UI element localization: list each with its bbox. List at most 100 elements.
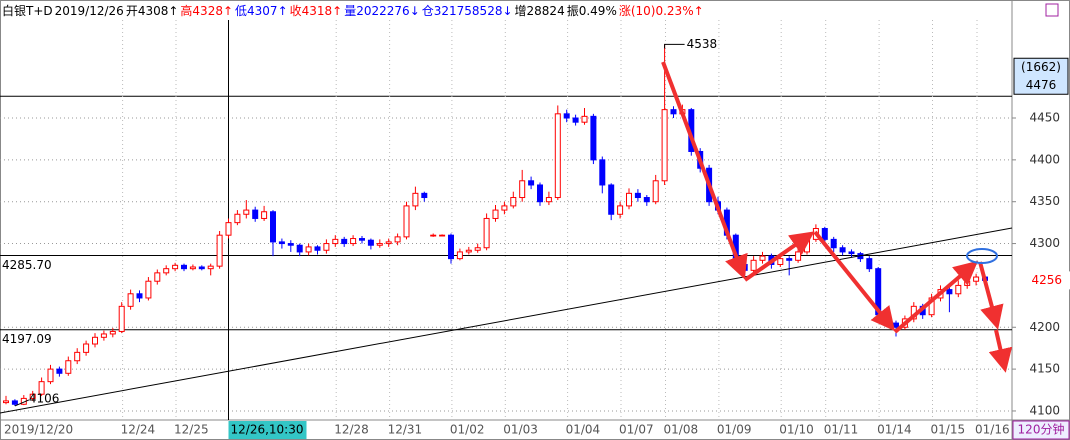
candle-body bbox=[341, 238, 348, 245]
candle-body bbox=[127, 293, 134, 307]
candle-body bbox=[519, 180, 526, 199]
candle-body bbox=[56, 368, 63, 374]
x-tick-label: 01/11 bbox=[824, 423, 859, 437]
candle-body bbox=[928, 297, 935, 316]
arrows bbox=[661, 61, 1013, 373]
x-tick-label: 01/14 bbox=[877, 423, 912, 437]
candle-body bbox=[474, 247, 481, 251]
period-label: 120分钟 bbox=[1018, 422, 1065, 437]
candle-body bbox=[29, 393, 36, 399]
x-tick-label: 2019/12/20 bbox=[4, 423, 73, 437]
header-item: 涨(10)0.23%↑ bbox=[618, 4, 704, 18]
header-item: 2019/12/26 bbox=[54, 4, 124, 18]
candle-body bbox=[554, 113, 561, 199]
x-tick-label: 01/07 bbox=[619, 423, 654, 437]
candle-body bbox=[581, 115, 588, 123]
y-tick-label: 4200 bbox=[1029, 320, 1060, 334]
candle-body bbox=[145, 280, 152, 299]
candle-body bbox=[65, 360, 72, 374]
candle-body bbox=[830, 238, 837, 249]
reference-box bbox=[1013, 57, 1069, 95]
candle-body bbox=[100, 333, 107, 338]
candle-body bbox=[359, 238, 365, 241]
candle-body bbox=[839, 247, 846, 253]
candle-body bbox=[795, 251, 802, 261]
x-tick-label: 01/08 bbox=[664, 423, 699, 437]
candle-body bbox=[537, 184, 543, 203]
header: 白银T+D 2019/12/26 开4308↑ 高4328↑ 低4307↑ 收4318↑ 量… bbox=[2, 2, 706, 19]
candle-body bbox=[973, 276, 980, 282]
candle-body bbox=[11, 400, 18, 405]
candle-body bbox=[465, 249, 472, 253]
candle-body bbox=[608, 184, 615, 215]
candle-body bbox=[172, 264, 179, 270]
header-item: 低4307↑ bbox=[235, 4, 288, 18]
header-item: 仓321758528↓ bbox=[421, 4, 513, 18]
candle-body bbox=[599, 159, 606, 186]
candle-body bbox=[750, 259, 757, 271]
x-tick-label: 12/24 bbox=[121, 423, 156, 437]
window-icon[interactable] bbox=[1045, 3, 1059, 17]
high-label: 4538 bbox=[687, 37, 718, 51]
candle-body bbox=[421, 192, 428, 199]
period-box bbox=[1012, 420, 1070, 440]
x-tick-label: 01/10 bbox=[779, 423, 814, 437]
candle-body bbox=[893, 322, 899, 328]
trend-line bbox=[0, 227, 1013, 414]
last-price-box bbox=[1022, 271, 1070, 290]
candle-body bbox=[287, 243, 294, 246]
low-label: 4106 bbox=[29, 391, 60, 405]
x-tick-label: 01/16 bbox=[975, 423, 1010, 437]
candle-body bbox=[643, 197, 650, 203]
candle-body bbox=[3, 400, 9, 404]
y-tick-label: 4300 bbox=[1029, 236, 1060, 250]
drawn-line-label: 4197.09 bbox=[2, 332, 52, 346]
candle-body bbox=[448, 234, 454, 260]
candle-body bbox=[572, 117, 579, 123]
x-tick-label: 01/02 bbox=[450, 423, 485, 437]
header-item: 收4318↑ bbox=[289, 4, 343, 18]
candle-body bbox=[118, 305, 125, 332]
candle-body bbox=[483, 217, 490, 249]
candle-body bbox=[332, 238, 339, 245]
candle-body bbox=[83, 343, 90, 353]
candle-body bbox=[955, 284, 962, 295]
x-tick-label: 12/25 bbox=[174, 423, 209, 437]
x-tick-label: 12/28 bbox=[334, 423, 369, 437]
x-tick-label: 01/04 bbox=[566, 423, 601, 437]
candle-body bbox=[47, 368, 54, 383]
candle-body bbox=[278, 241, 285, 245]
candle-body bbox=[439, 234, 446, 237]
candle-body bbox=[634, 192, 641, 199]
candle-body bbox=[225, 222, 232, 236]
last-price-label: 4256 bbox=[1031, 273, 1062, 287]
candle-body bbox=[323, 243, 330, 251]
candle-body bbox=[74, 351, 81, 362]
candle-body bbox=[403, 205, 410, 238]
y-tick-label: 4350 bbox=[1029, 194, 1060, 208]
candle-body bbox=[376, 243, 383, 246]
candle-body bbox=[848, 251, 855, 255]
candle-body bbox=[181, 264, 187, 270]
candle-body bbox=[617, 205, 624, 215]
y-tick-label: 4400 bbox=[1029, 152, 1060, 166]
candle-body bbox=[163, 268, 170, 274]
candle-body bbox=[501, 205, 508, 211]
candle-body bbox=[305, 246, 312, 253]
y-tick-label: 4450 bbox=[1029, 111, 1060, 125]
x-tick-label: 01/09 bbox=[717, 423, 752, 437]
header-item: 振0.49% bbox=[566, 4, 617, 18]
candle-body bbox=[670, 109, 677, 115]
candle-body bbox=[216, 234, 223, 267]
candle-body bbox=[430, 234, 437, 237]
candle-body bbox=[261, 211, 268, 219]
candle-body bbox=[964, 280, 971, 286]
header-item: 高4328↑ bbox=[180, 4, 234, 18]
candle-body bbox=[270, 211, 276, 243]
x-tick-label: 01/03 bbox=[503, 423, 538, 437]
candle-body bbox=[866, 258, 873, 270]
candle-body bbox=[109, 330, 116, 335]
header-item: 增28824 bbox=[514, 4, 565, 18]
